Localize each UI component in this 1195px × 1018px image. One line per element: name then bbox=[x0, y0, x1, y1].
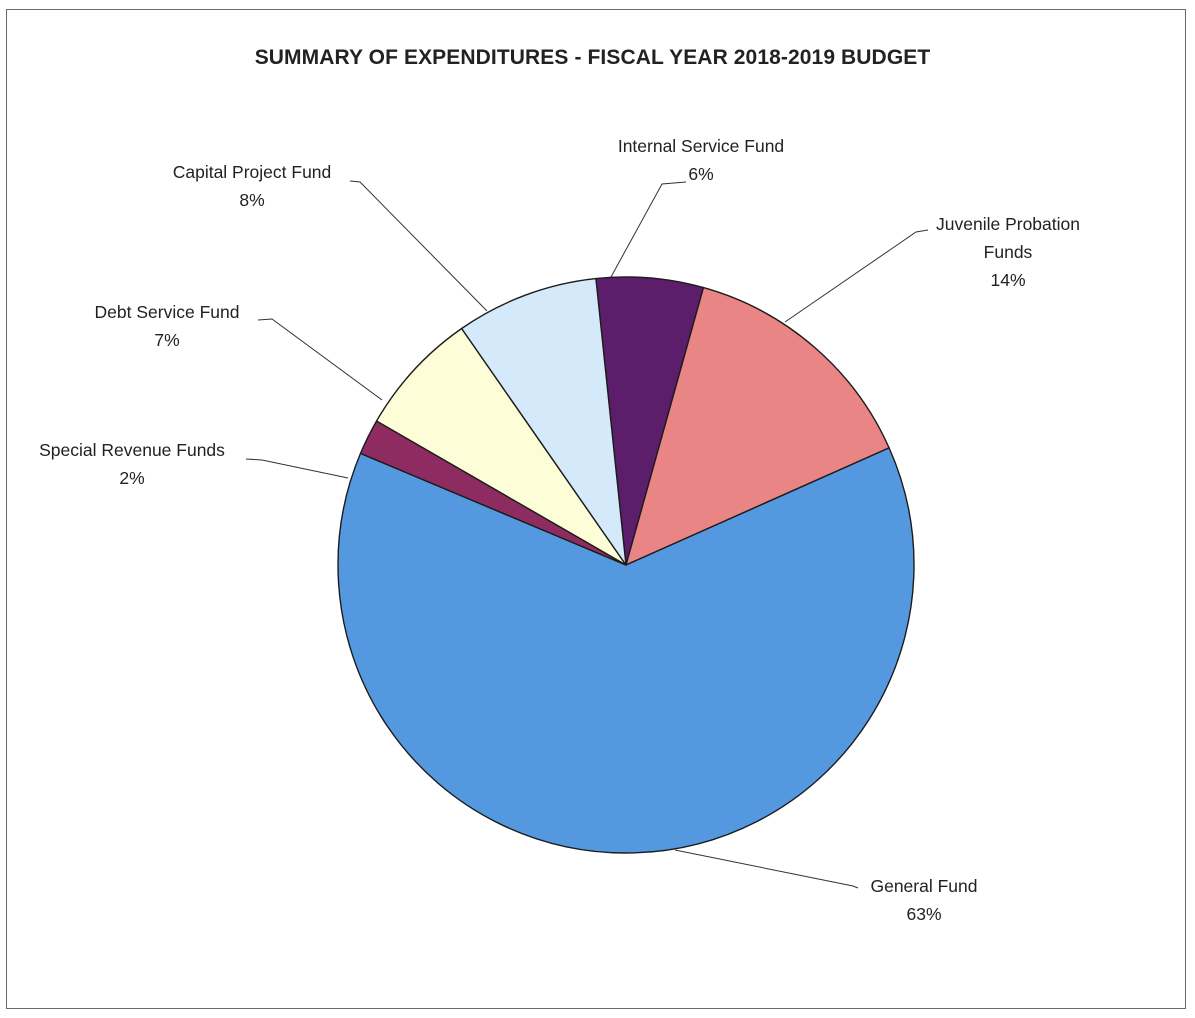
slice-label: Debt Service Fund 7% bbox=[95, 302, 240, 350]
leader-line bbox=[610, 181, 687, 278]
slice-label: Capital Project Fund 8% bbox=[173, 162, 332, 210]
pie-slice-capital-project-fund bbox=[460, 277, 627, 566]
slice-label: Internal Service Fund 6% bbox=[618, 136, 784, 184]
pie-slice-debt-service-fund bbox=[375, 327, 627, 566]
slice-percent: 6% bbox=[688, 164, 713, 184]
slice-percent: 8% bbox=[239, 190, 264, 210]
slice-name: Special Revenue Funds bbox=[39, 440, 225, 460]
slice-name: Internal Service Fund bbox=[618, 136, 784, 156]
pie-slice-juvenile-probation-funds bbox=[625, 286, 890, 566]
chart-title: SUMMARY OF EXPENDITURES - FISCAL YEAR 20… bbox=[254, 46, 931, 69]
leader-line bbox=[349, 180, 488, 312]
slice-label: Juvenile Probation Funds 14% bbox=[936, 214, 1080, 290]
slice-percent: 7% bbox=[154, 330, 179, 350]
slice-label: General Fund 63% bbox=[870, 876, 977, 924]
slice-percent: 2% bbox=[119, 468, 144, 488]
slice-name: Funds bbox=[984, 242, 1033, 262]
slice-name: General Fund bbox=[870, 876, 977, 896]
leader-line bbox=[257, 318, 383, 401]
leader-line bbox=[245, 458, 349, 479]
slice-name: Debt Service Fund bbox=[95, 302, 240, 322]
slice-name: Capital Project Fund bbox=[173, 162, 332, 182]
leader-line bbox=[674, 849, 859, 889]
slice-percent: 63% bbox=[906, 904, 941, 924]
slice-name: Juvenile Probation bbox=[936, 214, 1080, 234]
leader-line bbox=[784, 229, 929, 323]
slice-label: Special Revenue Funds 2% bbox=[39, 440, 225, 488]
slice-percent: 14% bbox=[990, 270, 1025, 290]
pie-slice-general-fund bbox=[337, 447, 915, 854]
